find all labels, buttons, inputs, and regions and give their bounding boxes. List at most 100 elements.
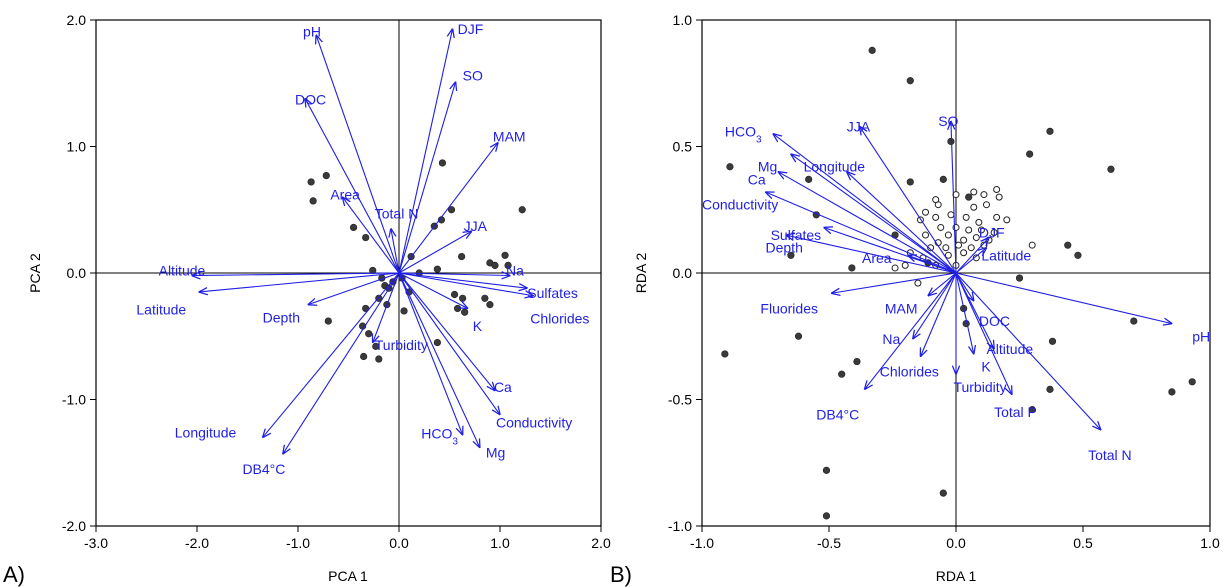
pca-x-axis-label: PCA 1 [328, 568, 368, 584]
pca-vector-label-jja: JJA [464, 218, 488, 234]
rda-sample-point-open [965, 226, 973, 234]
pca-vector-chlorides [398, 272, 533, 296]
rda-x-tick-label: 1.0 [1200, 535, 1220, 551]
rda-vector-doc [955, 272, 974, 301]
rda-y-tick-label: 0.0 [673, 265, 693, 281]
rda-sample-point-open [982, 201, 990, 209]
rda-sample-point-filled [805, 175, 813, 183]
rda-sample-point-open [942, 244, 950, 252]
rda-sample-point-open [990, 229, 998, 237]
rda-vector-conductivity [766, 192, 957, 274]
rda-sample-point-open [1003, 216, 1011, 224]
pca-x-tick-label: -2.0 [185, 535, 209, 551]
rda-sample-point-open [960, 249, 968, 257]
pca-sample-point [501, 251, 509, 259]
rda-x-tick-label: -0.5 [817, 535, 841, 551]
pca-sample-point [360, 352, 368, 361]
pca-vector-label-ph: pH [303, 23, 321, 39]
pca-vector-doc [305, 98, 400, 274]
pca-vector-djf [398, 29, 453, 274]
pca-vector-label-chlorides: Chlorides [530, 311, 589, 327]
rda-vector-label-latitude: Latitude [981, 247, 1031, 263]
rda-vector-fluorides [832, 272, 957, 293]
pca-sample-point [447, 206, 456, 214]
pca-vector-label-conductivity: Conductivity [496, 414, 572, 430]
pca-vector-label-djf: DJF [458, 21, 484, 37]
pca-sample-point [458, 252, 466, 261]
rda-vector-ph [955, 272, 1172, 324]
rda-sample-point-open [944, 231, 952, 239]
pca-sample-point [504, 261, 512, 270]
rda-vector-longitude [847, 172, 957, 274]
rda-x-tick-label: 0.5 [1073, 535, 1093, 551]
rda-sample-point-open [975, 218, 983, 226]
rda-vector-label-conductivity: Conductivity [702, 197, 778, 213]
pca-vector-label-turbidity: Turbidity [375, 337, 428, 353]
pca-vector-area [342, 197, 400, 274]
rda-vector-latitude [955, 248, 986, 274]
pca-sample-point [362, 233, 370, 242]
rda-sample-point-filled [838, 370, 846, 378]
pca-sample-point [491, 261, 499, 270]
rda-vector-depth [786, 235, 957, 274]
rda-vector-label-db4-c: DB4°C [816, 407, 859, 423]
pca-sample-point [438, 159, 447, 167]
pca-vector-altitude [192, 273, 400, 276]
pca-sample-point [481, 294, 489, 302]
rda-sample-point-open [977, 226, 985, 234]
pca-vector-na [398, 273, 510, 276]
pca-vector-label-k: K [473, 318, 483, 334]
rda-sample-point-filled [787, 251, 795, 259]
rda-y-tick-label: -0.5 [668, 392, 692, 408]
rda-y-tick-label: 1.0 [673, 12, 693, 28]
rda-sample-point-open [891, 264, 899, 272]
pca-y-tick-label: -1.0 [62, 392, 86, 408]
pca-x-tick-label: -3.0 [84, 535, 108, 551]
rda-sample-point-open [955, 241, 963, 249]
rda-vector-ca [778, 172, 957, 274]
pca-vector-db4-c [283, 272, 400, 454]
rda-sample-point-open [932, 196, 940, 204]
rda-y-tick-label: -1.0 [668, 518, 692, 534]
pca-vector-turbidity [373, 272, 400, 343]
pca-sample-point [322, 171, 330, 180]
pca-vector-label-total-n: Total N [375, 206, 419, 222]
rda-sample-point-filled [1028, 406, 1036, 414]
rda-vector-label-mam: MAM [885, 300, 918, 316]
rda-sample-point-filled [1026, 150, 1034, 158]
pca-variable-vectors: pH DJF SO DOC MAM Area Total N JJA Altitude Na Lat… [136, 21, 589, 477]
pca-sample-point [365, 330, 373, 338]
pca-x-tick-label: -1.0 [286, 535, 310, 551]
pca-vector-total-n [391, 229, 400, 274]
rda-sample-point-filled [939, 175, 947, 183]
pca-vector-ca [398, 272, 495, 391]
pca-vector-label-mg: Mg [486, 445, 505, 461]
pca-sample-point [324, 317, 332, 325]
rda-vector-so [951, 121, 957, 274]
pca-y-tick-label: 1.0 [67, 139, 87, 155]
rda-sample-point-filled [726, 163, 734, 171]
rda-sample-point-filled [1188, 378, 1196, 386]
rda-x-tick-label: -1.0 [690, 535, 714, 551]
rda-vector-mg [791, 154, 957, 274]
rda-x-axis-label: RDA 1 [936, 568, 977, 584]
rda-sample-point-open [962, 213, 970, 221]
rda-sample-point-filled [853, 357, 861, 366]
pca-vector-hco3 [398, 272, 463, 435]
rda-sample-point-filled [1130, 317, 1138, 325]
rda-sample-point-filled [1048, 337, 1057, 345]
rda-vector-label-chlorides: Chlorides [880, 364, 939, 380]
pca-sample-point [400, 307, 408, 315]
rda-x-tick-label: 0.0 [946, 535, 966, 551]
rda-vector-hco3 [773, 134, 957, 274]
pca-vector-jja [398, 231, 472, 274]
pca-vector-label-na: Na [506, 262, 524, 278]
pca-y-tick-label: 0.0 [67, 265, 87, 281]
pca-vector-depth [308, 272, 400, 305]
rda-sample-point-filled [721, 350, 729, 358]
pca-sample-point [518, 206, 526, 214]
rda-sample-point-open [972, 254, 980, 262]
rda-vector-chlorides [920, 272, 957, 356]
panel-b-label: B) [610, 562, 632, 587]
panel-a-label: A) [3, 562, 25, 587]
